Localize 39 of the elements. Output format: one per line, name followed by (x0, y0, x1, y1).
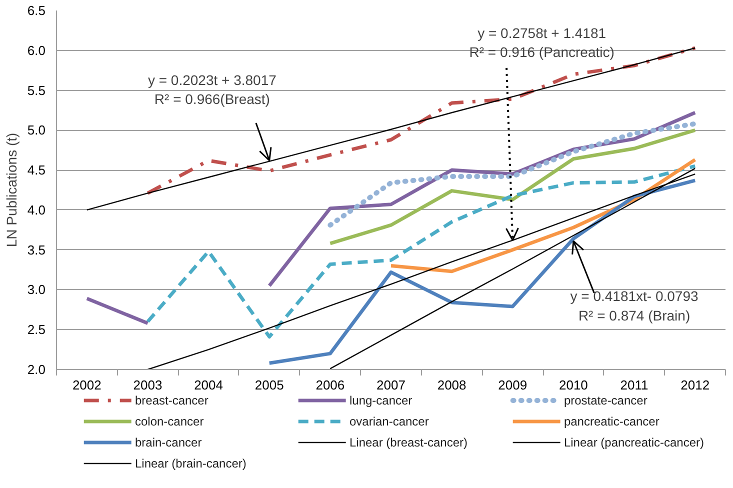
x-tick-label: 2003 (133, 378, 162, 392)
line-series (146, 46, 697, 195)
y-tick-label: 5.0 (27, 122, 46, 138)
annotation: y = 0.2758t + 1.4181 R² = 0.916 (Pancreatic) (469, 24, 614, 60)
legend-label: breast-cancer (134, 394, 208, 408)
legend-label: Linear (pancreatic-cancer) (564, 436, 704, 450)
x-tick-label: 2011 (620, 378, 648, 392)
y-axis-title: LN Publications (t) (3, 132, 20, 248)
line-series (328, 128, 697, 246)
y-tick-label: 2.5 (27, 322, 46, 338)
annotation: y = 0.2023t + 3.8017 R² = 0.966(Breast) (148, 72, 277, 108)
x-tick-label: 2006 (316, 378, 345, 392)
legend-label: ovarian-cancer (349, 414, 429, 428)
y-tick-label: 6.0 (27, 42, 46, 58)
legend-label: colon-cancer (134, 414, 204, 428)
x-tick-label: 2009 (498, 378, 528, 392)
x-tick-label: 2008 (437, 378, 466, 392)
legend-label: brain-cancer (134, 436, 202, 450)
y-tick-label: 4.5 (27, 162, 46, 178)
x-tick-label: 2002 (72, 378, 102, 392)
line-series (268, 178, 697, 365)
y-tick-label: 5.5 (27, 82, 46, 98)
x-tick-label: 2010 (558, 378, 588, 392)
y-tick-label: 4.0 (27, 202, 46, 218)
x-tick-label: 2004 (194, 378, 224, 392)
legend-label: pancreatic-cancer (564, 414, 660, 428)
legend-label: Linear (brain-cancer) (134, 456, 246, 470)
legend-label: lung-cancer (349, 394, 412, 408)
x-tick-label: 2005 (254, 378, 284, 392)
legend-label: prostate-cancer (564, 394, 648, 408)
annotation: y = 0.4181xt- 0.0793 R² = 0.874 (Brain) (570, 288, 699, 324)
x-tick-label: 2007 (376, 378, 406, 392)
line-series (146, 164, 697, 339)
y-tick-label: 3.0 (27, 282, 46, 298)
y-tick-label: 2.0 (27, 362, 46, 377)
legend-label: Linear (breast-cancer) (349, 436, 468, 450)
y-tick-label: 6.5 (27, 3, 46, 18)
x-tick-label: 2012 (680, 378, 710, 392)
y-tick-label: 3.5 (27, 242, 46, 258)
